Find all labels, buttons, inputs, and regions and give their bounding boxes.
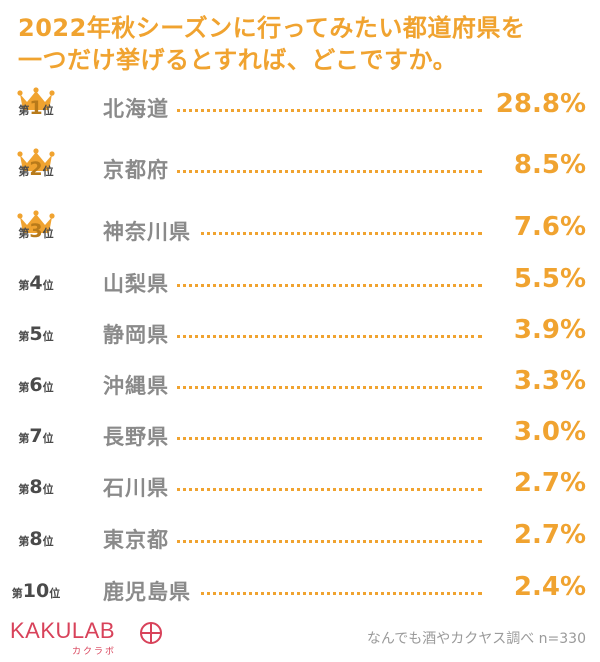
rank-label: 第1位 bbox=[0, 97, 72, 119]
percent-value: 28.8% bbox=[487, 89, 586, 119]
rank-number: 7 bbox=[29, 425, 43, 447]
rank-prefix: 第 bbox=[11, 587, 23, 600]
prefecture-name: 山梨県 bbox=[103, 268, 177, 298]
dotted-leader bbox=[110, 170, 482, 173]
percent-value: 2.7% bbox=[505, 520, 586, 550]
rank-label: 第8位 bbox=[0, 528, 72, 550]
prefecture-name: 鹿児島県 bbox=[103, 576, 199, 606]
rank-suffix: 位 bbox=[42, 330, 54, 343]
dotted-leader bbox=[110, 540, 482, 543]
prefecture-name: 静岡県 bbox=[103, 319, 177, 349]
crown-icon bbox=[17, 210, 55, 233]
dotted-leader bbox=[110, 386, 482, 389]
rank-label: 第7位 bbox=[0, 425, 72, 447]
dotted-leader bbox=[110, 109, 482, 112]
dotted-leader bbox=[110, 232, 482, 235]
crown-icon bbox=[17, 87, 55, 110]
prefecture-name: 長野県 bbox=[103, 421, 177, 451]
rank-prefix: 第 bbox=[18, 330, 30, 343]
percent-value: 8.5% bbox=[505, 150, 586, 180]
rank-row: 第8位 石川県 2.7% bbox=[0, 462, 600, 514]
rank-prefix: 第 bbox=[18, 535, 30, 548]
rank-row: 第1位 北海道 28.8% bbox=[0, 83, 600, 135]
rank-suffix: 位 bbox=[42, 165, 54, 178]
percent-value: 2.7% bbox=[505, 468, 586, 498]
rank-number: 8 bbox=[29, 528, 43, 550]
rank-number: 3 bbox=[29, 220, 43, 242]
rank-row: 第6位 沖縄県 3.3% bbox=[0, 360, 600, 412]
rank-label: 第6位 bbox=[0, 374, 72, 396]
rank-label: 第8位 bbox=[0, 476, 72, 498]
rank-label: 第4位 bbox=[0, 272, 72, 294]
dotted-leader bbox=[110, 488, 482, 491]
prefecture-name: 神奈川県 bbox=[103, 216, 199, 246]
brand-name: KAKULAB bbox=[10, 618, 115, 643]
prefecture-name: 石川県 bbox=[103, 472, 177, 502]
prefecture-name: 沖縄県 bbox=[103, 370, 177, 400]
brand-kana: カクラボ bbox=[72, 647, 117, 657]
rank-number: 4 bbox=[29, 272, 43, 294]
dotted-leader bbox=[110, 335, 482, 338]
rank-label: 第5位 bbox=[0, 323, 72, 345]
logo-mark-icon bbox=[140, 622, 162, 644]
title-line-1: 2022年秋シーズンに行ってみたい都道府県を bbox=[18, 14, 526, 42]
rank-suffix: 位 bbox=[42, 104, 54, 117]
rank-number: 5 bbox=[29, 323, 43, 345]
percent-value: 3.3% bbox=[505, 366, 586, 396]
rank-number: 6 bbox=[29, 374, 43, 396]
rank-suffix: 位 bbox=[42, 279, 54, 292]
percent-value: 3.9% bbox=[505, 315, 586, 345]
rank-row: 第4位 山梨県 5.5% bbox=[0, 258, 600, 310]
rank-prefix: 第 bbox=[18, 432, 30, 445]
rank-suffix: 位 bbox=[42, 483, 54, 496]
rank-suffix: 位 bbox=[42, 381, 54, 394]
rank-row: 第5位 静岡県 3.9% bbox=[0, 309, 600, 361]
rank-number: 2 bbox=[29, 158, 43, 180]
brand-logo: KAKULAB カクラボ bbox=[10, 618, 170, 658]
chart-title: 2022年秋シーズンに行ってみたい都道府県を 一つだけ挙げるとすれば、どこですか… bbox=[18, 12, 588, 76]
rank-suffix: 位 bbox=[42, 432, 54, 445]
prefecture-name: 北海道 bbox=[103, 93, 177, 123]
rank-row: 第3位 神奈川県 7.6% bbox=[0, 206, 600, 258]
rank-label: 第2位 bbox=[0, 158, 72, 180]
crown-icon bbox=[17, 148, 55, 171]
rank-prefix: 第 bbox=[18, 227, 30, 240]
percent-value: 7.6% bbox=[505, 212, 586, 242]
rank-number: 10 bbox=[22, 580, 50, 602]
rank-row: 第10位 鹿児島県 2.4% bbox=[0, 566, 600, 618]
rank-prefix: 第 bbox=[18, 381, 30, 394]
prefecture-name: 京都府 bbox=[103, 154, 177, 184]
rank-prefix: 第 bbox=[18, 104, 30, 117]
prefecture-name: 東京都 bbox=[103, 524, 177, 554]
rank-prefix: 第 bbox=[18, 165, 30, 178]
percent-value: 2.4% bbox=[505, 572, 586, 602]
rank-suffix: 位 bbox=[42, 535, 54, 548]
percent-value: 5.5% bbox=[505, 264, 586, 294]
rank-number: 8 bbox=[29, 476, 43, 498]
rank-label: 第3位 bbox=[0, 220, 72, 242]
rank-prefix: 第 bbox=[18, 483, 30, 496]
percent-value: 3.0% bbox=[505, 417, 586, 447]
rank-suffix: 位 bbox=[49, 587, 61, 600]
dotted-leader bbox=[110, 592, 482, 595]
rank-number: 1 bbox=[29, 97, 43, 119]
dotted-leader bbox=[110, 284, 482, 287]
source-note: なんでも酒やカクヤス調べ n=330 bbox=[366, 631, 586, 647]
rank-label: 第10位 bbox=[0, 580, 72, 602]
rank-suffix: 位 bbox=[42, 227, 54, 240]
rank-row: 第2位 京都府 8.5% bbox=[0, 144, 600, 196]
rank-prefix: 第 bbox=[18, 279, 30, 292]
rank-row: 第7位 長野県 3.0% bbox=[0, 411, 600, 463]
title-line-2: 一つだけ挙げるとすれば、どこですか。 bbox=[18, 46, 458, 74]
dotted-leader bbox=[110, 437, 482, 440]
rank-row: 第8位 東京都 2.7% bbox=[0, 514, 600, 566]
